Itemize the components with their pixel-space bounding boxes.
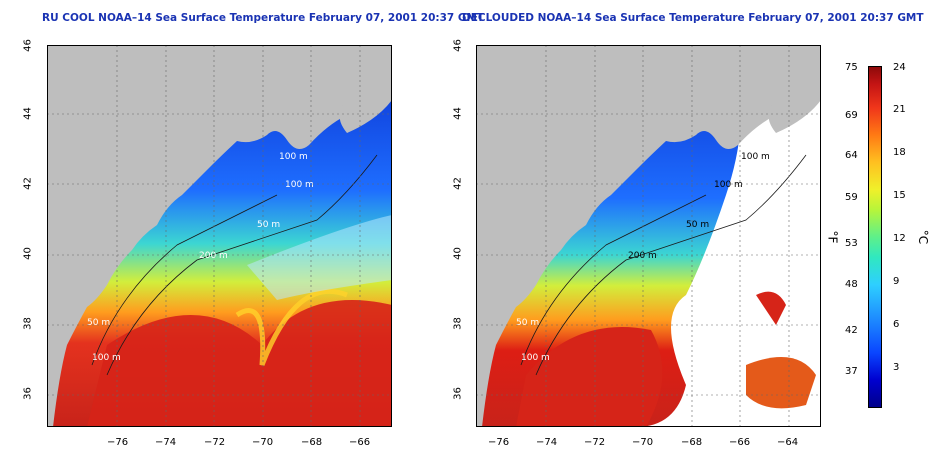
celsius-unit-label: °C xyxy=(916,229,931,245)
slope-water xyxy=(247,215,392,300)
lon-tick-label: −64 xyxy=(777,437,799,448)
lon-tick-label: −76 xyxy=(107,437,129,448)
contour-label: 50 m xyxy=(516,318,539,328)
lat-tick-label: 40 xyxy=(22,247,34,260)
lon-tick-label: −76 xyxy=(488,437,510,448)
lon-tick-label: −66 xyxy=(349,437,371,448)
lat-tick-label: 36 xyxy=(22,387,34,400)
shelf-contour xyxy=(106,154,378,376)
celsius-tick-label: 18 xyxy=(893,147,906,158)
celsius-tick-label: 21 xyxy=(893,104,906,115)
lat-tick-label: 40 xyxy=(452,247,464,260)
land-mass xyxy=(476,45,821,427)
lat-tick-label: 46 xyxy=(22,39,34,52)
fahrenheit-tick-label: 59 xyxy=(845,192,858,203)
right-sst-map: 100 m 100 m 50 m 200 m 50 m 100 m xyxy=(476,45,821,427)
fahrenheit-tick-label: 37 xyxy=(845,366,858,377)
warm-eddy xyxy=(516,327,663,427)
lat-tick-label: 42 xyxy=(22,177,34,190)
celsius-tick-label: 24 xyxy=(893,62,906,73)
fahrenheit-tick-label: 64 xyxy=(845,150,858,161)
lat-tick-label: 36 xyxy=(452,387,464,400)
lat-tick-label: 44 xyxy=(22,107,34,120)
grid-lines xyxy=(47,45,392,427)
warm-patch xyxy=(756,291,786,325)
contour-label: 100 m xyxy=(521,353,550,363)
right-panel-title: DECLOUDED NOAA–14 Sea Surface Temperatur… xyxy=(462,12,924,24)
contour-label: 100 m xyxy=(92,353,121,363)
celsius-tick-label: 12 xyxy=(893,233,906,244)
contour-label: 200 m xyxy=(199,251,228,261)
contour-label: 100 m xyxy=(285,180,314,190)
lon-tick-label: −72 xyxy=(584,437,606,448)
warm-patch xyxy=(746,357,816,409)
lon-tick-label: −66 xyxy=(729,437,751,448)
lat-tick-label: 38 xyxy=(22,317,34,330)
lon-tick-label: −68 xyxy=(301,437,323,448)
fahrenheit-tick-label: 69 xyxy=(845,110,858,121)
temperature-colorbar xyxy=(868,66,882,408)
celsius-tick-label: 6 xyxy=(893,319,900,330)
grid-lines xyxy=(476,45,821,427)
fahrenheit-tick-label: 42 xyxy=(845,325,858,336)
lon-tick-label: −72 xyxy=(204,437,226,448)
celsius-tick-label: 15 xyxy=(893,190,906,201)
shelf-contour-inner xyxy=(520,194,707,366)
celsius-tick-label: 3 xyxy=(893,362,900,373)
nova-scotia-land xyxy=(768,45,821,133)
contour-label: 50 m xyxy=(87,318,110,328)
land-mass xyxy=(47,45,392,427)
contour-label: 50 m xyxy=(686,220,709,230)
lon-tick-label: −74 xyxy=(155,437,177,448)
fahrenheit-tick-label: 48 xyxy=(845,279,858,290)
contour-label: 100 m xyxy=(741,152,770,162)
fahrenheit-tick-label: 53 xyxy=(845,238,858,249)
lon-tick-label: −70 xyxy=(632,437,654,448)
nova-scotia-land xyxy=(339,45,392,133)
fahrenheit-tick-label: 75 xyxy=(845,62,858,73)
contour-label: 200 m xyxy=(628,251,657,261)
left-sst-map: 100 m 100 m 50 m 200 m 50 m 100 m xyxy=(47,45,392,427)
lat-tick-label: 38 xyxy=(452,317,464,330)
shelf-contour-inner xyxy=(91,194,278,366)
left-panel-title: RU COOL NOAA–14 Sea Surface Temperature … xyxy=(42,12,485,24)
lat-tick-label: 42 xyxy=(452,177,464,190)
contour-label: 50 m xyxy=(257,220,280,230)
gulf-stream-front xyxy=(235,288,348,366)
lon-tick-label: −74 xyxy=(536,437,558,448)
celsius-tick-label: 9 xyxy=(893,276,900,287)
shelf-contour xyxy=(535,154,807,376)
lon-tick-label: −70 xyxy=(252,437,274,448)
contour-label: 100 m xyxy=(279,152,308,162)
fahrenheit-unit-label: °F xyxy=(825,230,840,244)
lon-tick-label: −68 xyxy=(681,437,703,448)
lat-tick-label: 44 xyxy=(452,107,464,120)
lat-tick-label: 46 xyxy=(452,39,464,52)
contour-label: 100 m xyxy=(714,180,743,190)
